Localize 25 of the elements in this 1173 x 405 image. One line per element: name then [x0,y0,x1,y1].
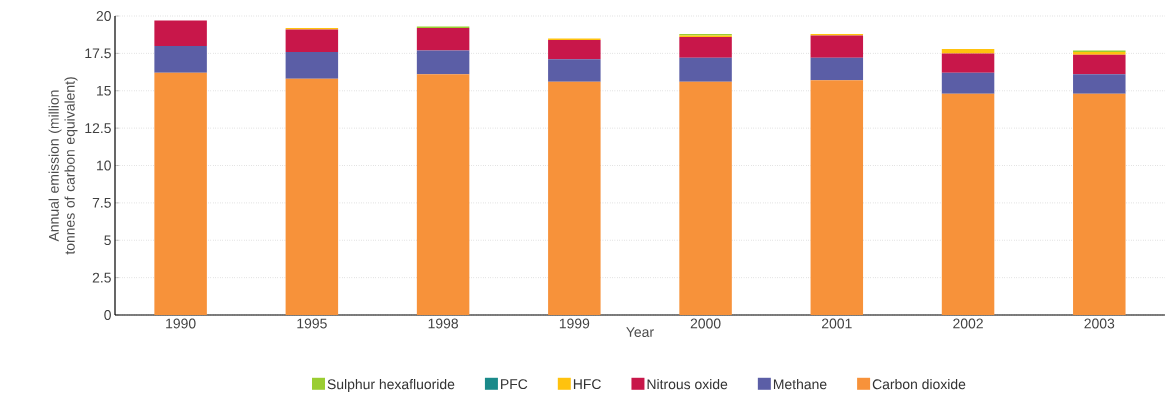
legend-label: PFC [501,379,528,390]
x-tick-label: 2002 [953,318,983,329]
legend-label: Methane [773,378,827,390]
x-tick-label: 1999 [559,318,590,329]
y-tick-label: 2.5 [92,272,111,283]
y-tick-label: 15 [97,85,111,96]
y-axis-title: Annual emission (million tonnes of carbon equivalent) [48,77,78,255]
x-tick-label: 1995 [297,318,327,329]
y-tick-label: 20 [96,11,111,21]
x-tick-label: 2000 [690,318,721,329]
legend-label: Carbon dioxide [872,378,966,390]
y-tick-label: 10 [97,160,111,171]
y-tick-label: 17.5 [85,48,111,59]
legend-label: Nitrous oxide [647,378,728,390]
x-axis-title: Year [626,327,654,337]
y-tick-label: 7.5 [92,198,111,208]
y-tick-label: 5 [104,235,111,246]
x-tick-label: 1990 [166,318,196,329]
x-tick-label: 2003 [1084,318,1115,329]
y-tick-label: 12.5 [85,123,111,134]
x-tick-label: 1998 [428,318,458,329]
legend-label: Sulphur hexafluoride [327,378,455,392]
x-tick-label: 2001 [822,318,852,329]
legend-label: HFC [573,379,601,390]
y-tick-label: 0 [104,310,111,320]
